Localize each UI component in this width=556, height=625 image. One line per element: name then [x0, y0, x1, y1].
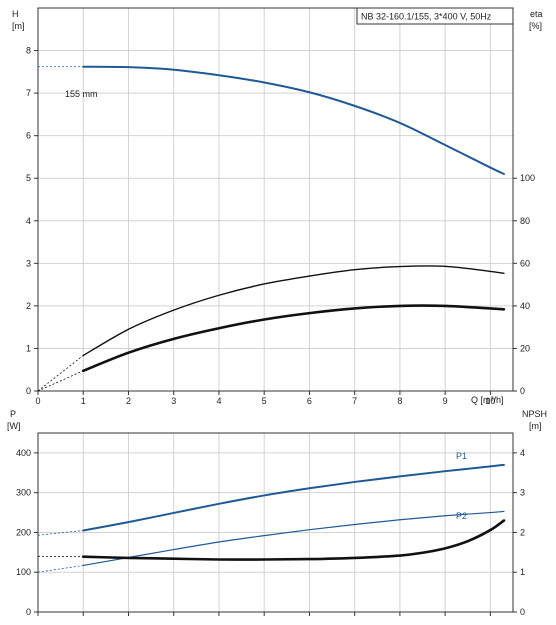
- x-axis-tick-label: 6: [307, 396, 312, 406]
- right-axis-tick-label: 0: [520, 386, 525, 396]
- bottom-series-2-line: [81, 519, 506, 561]
- right-axis-tick-label: 4: [520, 448, 525, 458]
- top-left-axis-unit: [m]: [12, 21, 25, 31]
- top-right-axis-label: eta: [530, 9, 543, 19]
- right-axis-tick-label: 20: [520, 343, 530, 353]
- right-axis-tick-label: 80: [520, 216, 530, 226]
- top-right-axis-unit: [%]: [529, 21, 542, 31]
- left-axis-tick-label: 200: [16, 527, 31, 537]
- x-axis-tick-label: 10: [485, 396, 495, 406]
- left-axis-tick-label: 5: [26, 173, 31, 183]
- top-series-2-line: [81, 304, 506, 373]
- top-series-0-line: [82, 65, 505, 175]
- series-label-p2: P2: [456, 511, 467, 521]
- left-axis-tick-label: 0: [26, 386, 31, 396]
- top-series-1-line: [82, 265, 505, 357]
- bottom-series-p1-line: [82, 463, 505, 532]
- left-axis-tick-label: 4: [26, 216, 31, 226]
- x-axis-tick-label: 9: [443, 396, 448, 406]
- top-series: [37, 65, 506, 392]
- top-left-axis-label: H: [12, 9, 19, 19]
- x-axis-tick-label: 5: [262, 396, 267, 406]
- right-axis-tick-label: 2: [520, 527, 525, 537]
- left-axis-tick-label: 2: [26, 301, 31, 311]
- bottom-right-axis-unit: [m]: [529, 421, 542, 431]
- right-axis-tick-label: 0: [520, 607, 525, 617]
- right-axis-tick-label: 40: [520, 301, 530, 311]
- left-axis-tick-label: 6: [26, 131, 31, 141]
- top-plot-frame: [37, 7, 514, 392]
- chart-title-box: [356, 7, 514, 25]
- x-axis-tick-label: 7: [352, 396, 357, 406]
- left-axis-tick-label: 1: [26, 343, 31, 353]
- left-axis-tick-label: 300: [16, 488, 31, 498]
- bottom-axes: 0 100 200 300 400 0 1 2 3 4: [16, 448, 525, 617]
- right-axis-tick-label: 3: [520, 488, 525, 498]
- bottom-series-p2-line-extrapolated: [37, 565, 84, 573]
- x-axis-tick-label: 2: [126, 396, 131, 406]
- x-axis-tick-label: 4: [216, 396, 221, 406]
- left-axis-tick-label: 0: [26, 607, 31, 617]
- right-axis-tick-label: 100: [520, 173, 535, 183]
- left-axis-tick-label: 100: [16, 567, 31, 577]
- bottom-left-axis-unit: [W]: [7, 421, 21, 431]
- bottom-grid: [38, 433, 513, 612]
- x-axis-tick-label: 3: [171, 396, 176, 406]
- bottom-panel: 0 100 200 300 400 0 1 2 3 4 P [W] NPSH [m] P1 P2: [7, 409, 547, 617]
- top-grid: [38, 8, 513, 391]
- x-axis-tick-label: 8: [397, 396, 402, 406]
- top-series-1-line-extrapolated: [37, 355, 84, 392]
- left-axis-tick-label: 3: [26, 258, 31, 268]
- left-axis-tick-label: 8: [26, 46, 31, 56]
- left-axis-tick-label: 7: [26, 88, 31, 98]
- x-axis-tick-label: 1: [81, 396, 86, 406]
- series-label-p1: P1: [456, 451, 467, 461]
- right-axis-tick-label: 60: [520, 258, 530, 268]
- top-series-2-line-extrapolated: [37, 370, 84, 392]
- bottom-right-axis-label: NPSH: [522, 409, 547, 419]
- bottom-series-p2-line: [82, 510, 505, 567]
- x-axis-label: Q [m³/h]: [471, 395, 504, 405]
- bottom-series: [37, 463, 506, 573]
- chart-title: NB 32-160.1/155, 3*400 V, 50Hz: [361, 12, 492, 22]
- right-axis-tick-label: 1: [520, 567, 525, 577]
- left-axis-tick-label: 400: [16, 448, 31, 458]
- bottom-plot-frame: [37, 432, 514, 613]
- x-axis-tick-label: 0: [35, 396, 40, 406]
- impeller-diameter-label: 155 mm: [65, 89, 98, 99]
- bottom-left-axis-label: P: [10, 409, 16, 419]
